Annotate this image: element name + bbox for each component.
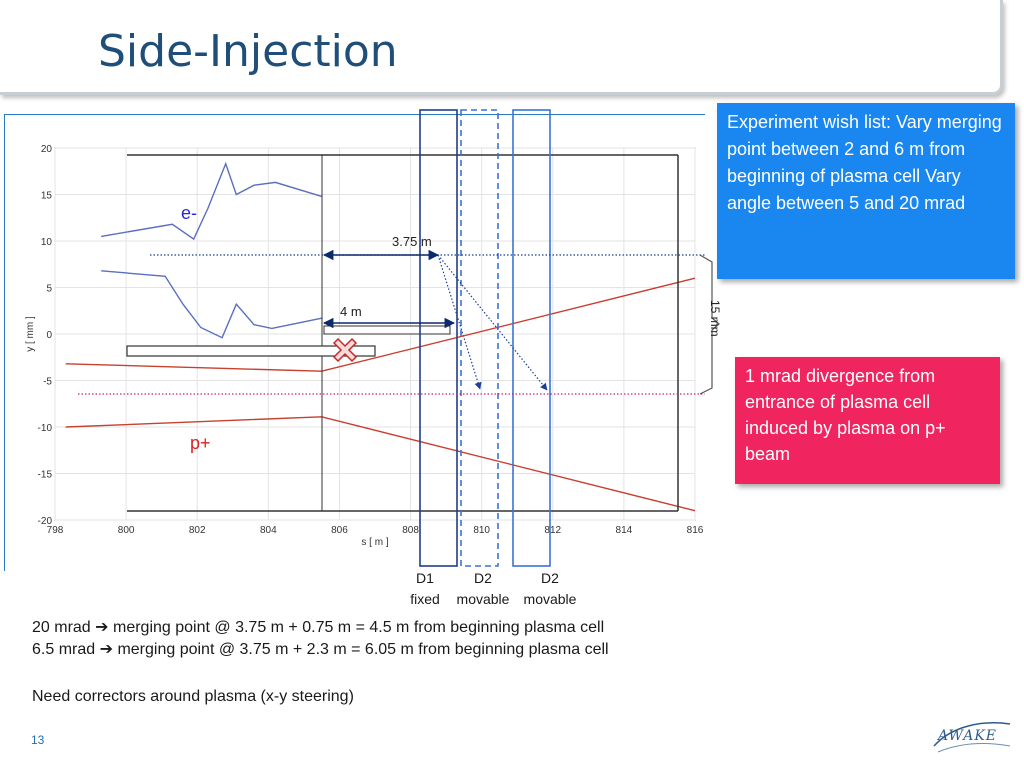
- divergence-note: 1 mrad divergence from entrance of plasm…: [735, 357, 1000, 484]
- detector-d2-movable-name: D2: [474, 570, 492, 586]
- bracket-15mm: [699, 254, 720, 395]
- electron-line-block: [323, 325, 451, 335]
- x-tick-label: 810: [473, 525, 490, 536]
- x-tick-label: 808: [402, 525, 419, 536]
- merging-point-6-5mrad: 6.5 mrad ➔ merging point @ 3.75 m + 2.3 …: [32, 641, 609, 658]
- magnet-block: [126, 345, 376, 357]
- x-tick-label: 816: [687, 525, 704, 536]
- e-beam-label: e-: [181, 203, 198, 223]
- x-tick-label: 800: [118, 525, 135, 536]
- detector-d2-name: D2: [541, 570, 559, 586]
- page-number: 13: [31, 733, 45, 747]
- detector-d2: [512, 109, 551, 567]
- detector-d2-type: movable: [523, 591, 577, 607]
- page-title: Side-Injection: [98, 26, 398, 77]
- y-tick-label: -15: [38, 470, 53, 481]
- detector-d1: [419, 109, 458, 567]
- x-tick-label: 804: [260, 525, 277, 536]
- plot-overlay: [78, 109, 720, 567]
- x-axis-label: s [ m ]: [361, 537, 388, 548]
- x-tick-label: 798: [47, 525, 64, 536]
- detector-d2-movable-type: movable: [456, 591, 510, 607]
- y-tick-label: -10: [38, 423, 53, 434]
- x-tick-label: 802: [189, 525, 206, 536]
- x-tick-label: 814: [616, 525, 633, 536]
- y-tick-label: 15: [41, 191, 53, 202]
- gap-15mm-label: 15 mm: [708, 300, 722, 337]
- awake-logo-text: AWAKE: [938, 728, 998, 744]
- y-tick-label: 20: [41, 144, 53, 155]
- x-tick-label: 806: [331, 525, 348, 536]
- y-tick-label: 0: [46, 330, 52, 341]
- merging-point-20mrad: 20 mrad ➔ merging point @ 3.75 m + 0.75 …: [32, 619, 605, 636]
- wish-list-note: Experiment wish list: Vary merging point…: [717, 103, 1015, 279]
- y-axis-label: y [ mm ]: [25, 316, 36, 352]
- detector-d1-name: D1: [416, 570, 434, 586]
- p-beam-label: p+: [190, 433, 211, 453]
- series-line-e-0: [101, 161, 322, 241]
- y-tick-label: 10: [41, 237, 53, 248]
- figure-frame: [4, 114, 705, 571]
- distance-4m-label: 4 m: [340, 304, 362, 319]
- detector-d1-type: fixed: [410, 591, 440, 607]
- x-tick-label: 812: [544, 525, 561, 536]
- series-line-e-1: [101, 270, 322, 339]
- y-tick-label: -5: [43, 377, 52, 388]
- awake-logo: [933, 722, 1011, 753]
- injection-point-icon: [332, 337, 358, 363]
- converge-arrow-1: [437, 254, 482, 390]
- title-bar: [0, 0, 1003, 95]
- y-tick-label: -20: [38, 516, 53, 527]
- detector-d2-movable: [460, 109, 499, 567]
- correctors-note: Need correctors around plasma (x-y steer…: [32, 688, 354, 705]
- converge-arrow-2: [437, 254, 548, 391]
- y-tick-label: 5: [46, 284, 52, 295]
- distance-3-75m-label: 3.75 m: [392, 234, 432, 249]
